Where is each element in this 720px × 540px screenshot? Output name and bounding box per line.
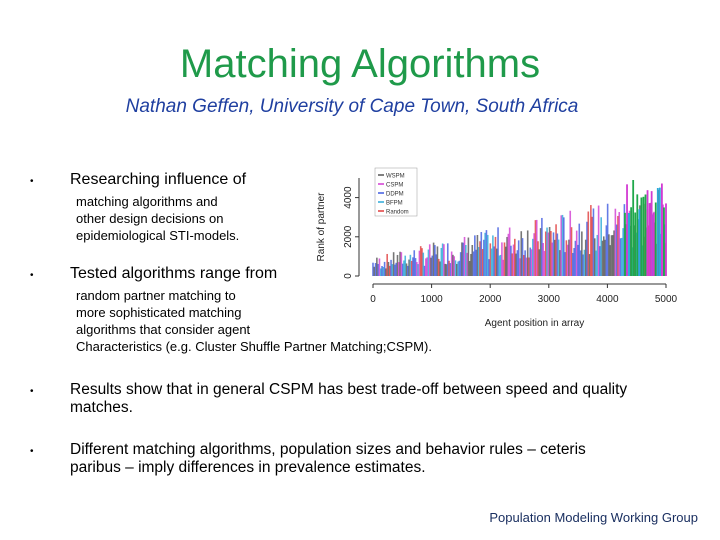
legend-label: CSPM [386, 183, 403, 189]
bullet-marker: • [30, 270, 34, 281]
bullet-1-line-1: matching algorithms and [76, 194, 218, 209]
slide-subtitle: Nathan Geffen, University of Cape Town, … [125, 96, 579, 117]
bullet-marker: • [30, 386, 34, 397]
x-tick-label: 0 [370, 294, 376, 305]
bullet-marker: • [30, 446, 34, 457]
y-tick-label: 4000 [343, 186, 354, 209]
bullet-1-line-3: epidemiological STI-models. [76, 228, 240, 243]
slide-title: Matching Algorithms [179, 42, 541, 86]
footer-text: Population Modeling Working Group [489, 510, 698, 525]
bullet-4-text: Different matching algorithms, populatio… [70, 441, 586, 477]
partner-rank-chart: 0 1000 2000 3000 4000 5000 0 2000 4000 Agent posi… [308, 158, 688, 338]
bullet-2-detail: random partner matching to more sophisti… [76, 287, 432, 355]
bullet-1-head: Researching influence of [70, 171, 247, 188]
legend-label: BFPM [386, 201, 403, 207]
bullet-2-line-3: algorithms that consider agent [76, 322, 251, 337]
bullet-4-line-1: Different matching algorithms, populatio… [70, 441, 586, 458]
legend-box [374, 167, 418, 217]
x-tick-label: 3000 [538, 294, 561, 305]
chart-svg: 0 1000 2000 3000 4000 5000 0 2000 4000 Agent posi… [316, 167, 678, 329]
bullet-3-text: Results show that in general CSPM has be… [70, 381, 627, 417]
legend-label: DDPM [386, 192, 404, 198]
bullet-2-head: Tested algorithms range from [70, 265, 278, 282]
bullet-2-line-1: random partner matching to [76, 288, 236, 303]
bullet-4-line-2: paribus – imply differences in prevalenc… [70, 459, 426, 476]
bullet-1-detail: matching algorithms and other design dec… [76, 193, 239, 244]
legend-label: Random [386, 210, 409, 216]
x-tick-label: 4000 [596, 294, 619, 305]
bullet-2-line-2: more sophisticated matching [76, 305, 242, 320]
y-axis-label: Rank of partner [316, 192, 327, 262]
bullet-3-line-1: Results show that in general CSPM has be… [70, 381, 628, 398]
y-tick-label: 2000 [343, 225, 354, 248]
x-tick-label: 5000 [655, 294, 678, 305]
bullet-3-line-2: matches. [70, 399, 133, 416]
y-tick-label: 0 [343, 273, 354, 279]
x-tick-label: 2000 [479, 294, 502, 305]
x-tick-label: 1000 [420, 294, 443, 305]
legend-label: WSPM [386, 174, 405, 180]
bullet-marker: • [30, 176, 34, 187]
bullet-2-line-4: Characteristics (e.g. Cluster Shuffle Pa… [76, 339, 432, 354]
x-axis-label: Agent position in array [485, 318, 585, 329]
bullet-1-line-2: other design decisions on [76, 211, 224, 226]
